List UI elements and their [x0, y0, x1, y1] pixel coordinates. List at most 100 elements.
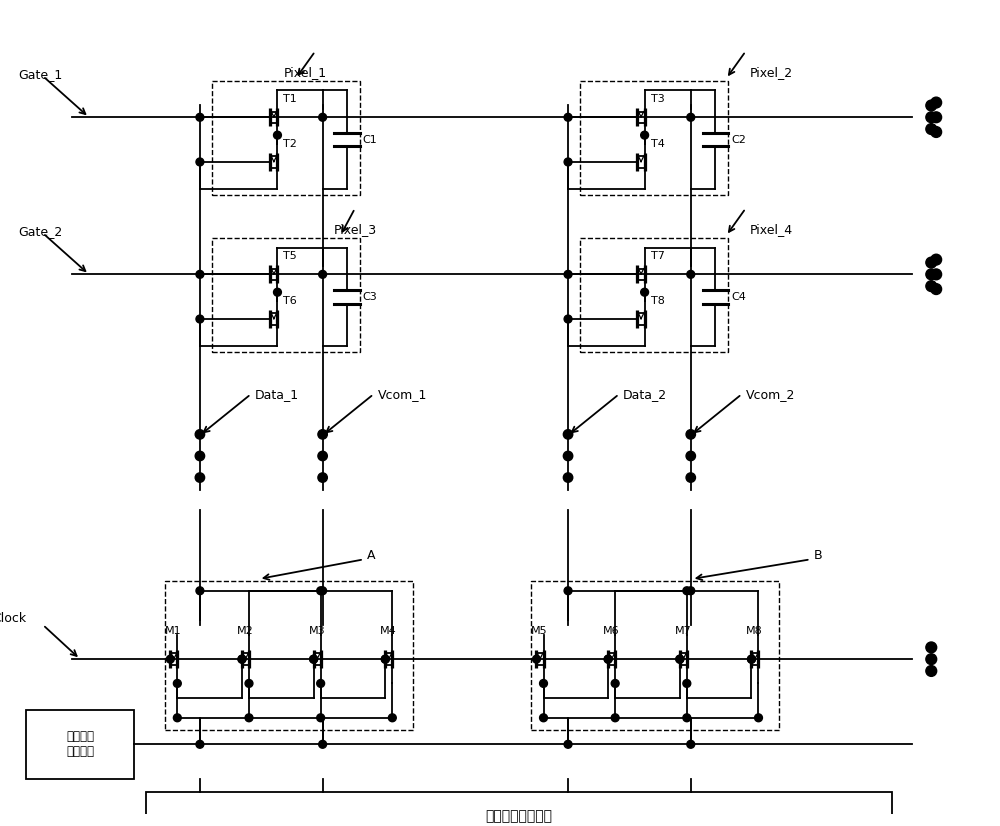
Circle shape [926, 100, 937, 111]
Text: Pixel_2: Pixel_2 [750, 66, 793, 78]
Text: M3: M3 [309, 625, 325, 636]
Text: M4: M4 [380, 625, 397, 636]
Circle shape [931, 283, 942, 295]
Circle shape [564, 740, 572, 748]
Text: T6: T6 [283, 296, 297, 306]
Circle shape [686, 472, 695, 482]
Circle shape [238, 655, 246, 663]
Circle shape [196, 586, 204, 595]
Circle shape [245, 680, 253, 687]
Circle shape [931, 112, 942, 123]
Circle shape [564, 270, 572, 278]
Text: A: A [367, 549, 375, 563]
Circle shape [245, 714, 253, 722]
Text: M6: M6 [603, 625, 620, 636]
Circle shape [563, 472, 573, 482]
Circle shape [686, 451, 695, 461]
Circle shape [931, 254, 942, 265]
Circle shape [926, 112, 937, 123]
Circle shape [563, 430, 573, 439]
Circle shape [926, 281, 937, 292]
Circle shape [604, 655, 612, 663]
Circle shape [318, 451, 327, 461]
Circle shape [196, 315, 204, 323]
Text: Gate_1: Gate_1 [18, 68, 63, 81]
Text: Vcom_1: Vcom_1 [378, 387, 427, 401]
Circle shape [926, 269, 937, 280]
Text: T1: T1 [283, 94, 297, 104]
Circle shape [540, 714, 547, 722]
Text: Gate_2: Gate_2 [18, 225, 63, 238]
Text: Clock: Clock [0, 612, 26, 625]
Circle shape [641, 288, 649, 297]
Circle shape [564, 315, 572, 323]
Circle shape [687, 270, 695, 278]
Circle shape [748, 655, 755, 663]
Circle shape [319, 740, 327, 748]
Circle shape [319, 270, 327, 278]
Circle shape [317, 586, 325, 595]
Circle shape [238, 655, 246, 663]
Circle shape [533, 655, 540, 663]
Circle shape [274, 131, 281, 139]
Text: Vcom_2: Vcom_2 [746, 387, 795, 401]
Text: C3: C3 [363, 292, 378, 301]
Text: Pixel_3: Pixel_3 [333, 223, 377, 236]
Circle shape [540, 680, 547, 687]
Circle shape [388, 714, 396, 722]
Text: 公共电压
生成单元: 公共电压 生成单元 [66, 730, 94, 758]
Circle shape [319, 586, 327, 595]
Text: M8: M8 [746, 625, 763, 636]
Text: M5: M5 [531, 625, 548, 636]
Circle shape [611, 680, 619, 687]
Circle shape [319, 113, 327, 121]
Circle shape [926, 257, 937, 268]
Circle shape [196, 740, 204, 748]
Circle shape [166, 655, 174, 663]
Circle shape [687, 740, 695, 748]
Circle shape [683, 680, 691, 687]
Text: T8: T8 [651, 296, 664, 306]
Circle shape [931, 126, 942, 137]
Text: 数据电压生成单元: 数据电压生成单元 [485, 809, 552, 823]
Circle shape [611, 714, 619, 722]
Circle shape [687, 586, 695, 595]
Text: C4: C4 [731, 292, 746, 301]
Circle shape [195, 472, 205, 482]
Text: Pixel_4: Pixel_4 [750, 223, 793, 236]
Text: C2: C2 [731, 135, 746, 145]
Circle shape [173, 714, 181, 722]
Circle shape [310, 655, 318, 663]
Text: T3: T3 [651, 94, 664, 104]
Circle shape [604, 655, 612, 663]
Text: T5: T5 [283, 251, 297, 261]
Circle shape [195, 451, 205, 461]
Circle shape [196, 113, 204, 121]
Circle shape [564, 113, 572, 121]
Circle shape [196, 270, 204, 278]
Text: C1: C1 [363, 135, 378, 145]
Circle shape [173, 680, 181, 687]
Text: B: B [813, 549, 822, 563]
Text: M2: M2 [237, 625, 254, 636]
Circle shape [310, 655, 318, 663]
Text: M7: M7 [675, 625, 691, 636]
Circle shape [755, 714, 762, 722]
Circle shape [317, 714, 325, 722]
Circle shape [196, 158, 204, 166]
Text: T7: T7 [651, 251, 664, 261]
Circle shape [563, 451, 573, 461]
Circle shape [381, 655, 389, 663]
Circle shape [686, 430, 695, 439]
Text: Data_1: Data_1 [255, 387, 299, 401]
Text: T2: T2 [283, 139, 297, 149]
Circle shape [931, 269, 942, 280]
Circle shape [195, 430, 205, 439]
Circle shape [641, 131, 649, 139]
Text: Pixel_1: Pixel_1 [284, 66, 327, 78]
Circle shape [318, 472, 327, 482]
Circle shape [926, 666, 937, 676]
Circle shape [926, 124, 937, 135]
Circle shape [683, 586, 691, 595]
Circle shape [564, 586, 572, 595]
